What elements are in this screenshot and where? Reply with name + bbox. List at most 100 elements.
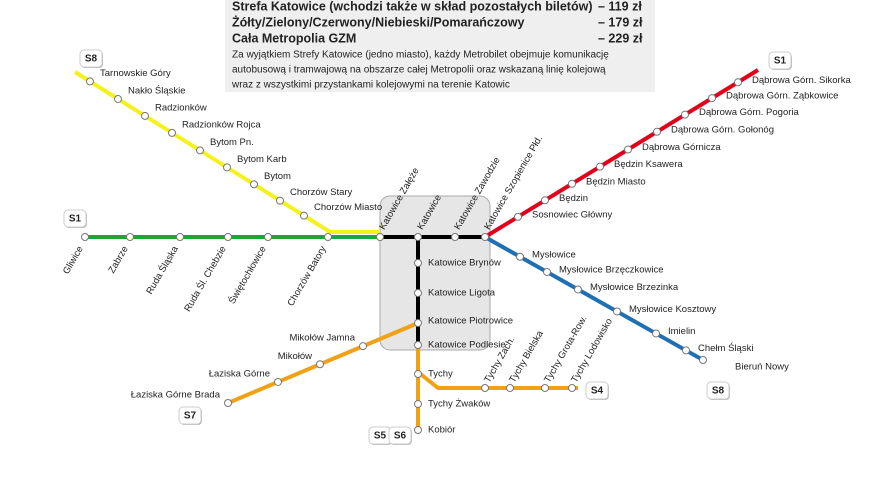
station bbox=[481, 384, 489, 392]
badge bbox=[178, 406, 202, 425]
fare-zone: Cała Metropolia GZM bbox=[232, 31, 356, 45]
station-label: Chorzów Batory bbox=[285, 244, 328, 308]
station-label: Mysłowice Brzęczkowice bbox=[559, 264, 664, 275]
station bbox=[376, 233, 384, 241]
station bbox=[734, 78, 742, 87]
route-line bbox=[73, 70, 380, 234]
station-label: Dąbrowa Górnicza bbox=[642, 142, 721, 153]
station bbox=[543, 267, 551, 276]
station-label: Imielin bbox=[668, 326, 695, 337]
fare-price: – 119 zł bbox=[598, 0, 642, 13]
badge bbox=[706, 381, 730, 400]
fare-price: – 179 zł bbox=[598, 15, 643, 29]
station-label: Będzin bbox=[559, 193, 588, 204]
station-label: Katowice Ligota bbox=[428, 288, 496, 299]
station-label: Mysłowice Brzezinka bbox=[590, 282, 679, 293]
station bbox=[414, 233, 422, 241]
station bbox=[481, 233, 489, 241]
station bbox=[652, 329, 660, 338]
station-label: Będzin Ksawera bbox=[614, 159, 683, 170]
station bbox=[506, 384, 514, 392]
station bbox=[596, 162, 604, 171]
station-label: Dąbrowa Górn. Gołonóg bbox=[671, 124, 774, 135]
station-label: Dąbrowa Górn. Sikorka bbox=[752, 75, 851, 86]
station-label: Kobiór bbox=[428, 425, 455, 436]
badge-label: S7 bbox=[184, 411, 197, 422]
station bbox=[568, 179, 576, 188]
station-label: Mikołów bbox=[278, 351, 312, 362]
badge bbox=[768, 51, 792, 70]
station-label: Mysłowice Kosztowy bbox=[629, 304, 716, 315]
badge-label: S1 bbox=[774, 56, 787, 67]
badge-label: S1 bbox=[69, 214, 82, 225]
badge-label: S6 bbox=[394, 431, 407, 442]
station bbox=[682, 346, 690, 355]
station bbox=[300, 211, 308, 220]
station-label: Katowice Brynów bbox=[428, 258, 501, 269]
badges: S1 S8 S1 S8 S7 S4 S5 S6 bbox=[63, 49, 792, 445]
station bbox=[414, 289, 422, 297]
station bbox=[264, 233, 272, 241]
station-label: Chorzów Miasto bbox=[314, 202, 382, 213]
station bbox=[653, 127, 661, 136]
station-label: Bytom Pn. bbox=[210, 137, 254, 148]
station bbox=[274, 377, 282, 386]
station-label: Radzionków bbox=[155, 102, 207, 113]
station bbox=[681, 110, 689, 119]
station-label: Chorzów Stary bbox=[290, 187, 353, 198]
station-label: Tychy Bielska bbox=[507, 328, 546, 384]
station bbox=[168, 128, 176, 137]
badge bbox=[585, 381, 609, 400]
fare-zone: Żółty/Zielony/Czerwony/Niebieski/Pomarań… bbox=[232, 14, 524, 29]
station bbox=[613, 307, 621, 316]
station-label: Nakło Śląskie bbox=[128, 84, 186, 96]
badge-label: S8 bbox=[85, 54, 98, 65]
note-line: wraz z wszystkimi przystankami kolejowym… bbox=[231, 80, 510, 91]
station bbox=[224, 233, 232, 241]
station bbox=[541, 196, 549, 205]
station bbox=[514, 212, 522, 221]
station bbox=[86, 77, 94, 86]
station-label: Łaziska Górne bbox=[209, 368, 270, 379]
station bbox=[223, 163, 231, 172]
station bbox=[250, 180, 258, 189]
station-label: Ruda Śl. Chebzie bbox=[181, 244, 228, 314]
station bbox=[196, 146, 204, 155]
station-label: Zabrze bbox=[106, 244, 130, 275]
station-label: Tychy bbox=[428, 369, 453, 380]
station bbox=[414, 259, 422, 267]
station-label: Bytom bbox=[264, 171, 291, 182]
station bbox=[414, 426, 422, 434]
station-label: Łaziska Górne Brada bbox=[131, 390, 221, 401]
station bbox=[541, 384, 549, 392]
station-label: Bytom Karb bbox=[237, 154, 287, 165]
station bbox=[359, 342, 367, 351]
station-label: Chełm Śląski bbox=[698, 342, 753, 354]
station bbox=[316, 360, 324, 369]
station bbox=[574, 285, 582, 294]
badge-label: S4 bbox=[591, 386, 604, 397]
station bbox=[699, 356, 707, 364]
badge bbox=[63, 209, 87, 228]
station bbox=[451, 233, 459, 241]
station bbox=[516, 252, 524, 261]
station bbox=[126, 233, 134, 241]
station-label: Bieruń Nowy bbox=[735, 362, 789, 373]
info-box bbox=[225, 0, 655, 92]
badge-label: S5 bbox=[374, 431, 387, 442]
station bbox=[324, 233, 332, 241]
station bbox=[624, 145, 632, 154]
station bbox=[114, 94, 122, 103]
station-label: Radzionków Rojca bbox=[182, 119, 261, 130]
station-label: Mysłowice bbox=[532, 249, 576, 260]
station-label: Sosnowiec Główny bbox=[532, 209, 613, 220]
station bbox=[414, 400, 422, 408]
station bbox=[81, 233, 89, 241]
station-label: Dąbrowa Górn. Pogoria bbox=[699, 107, 800, 118]
station-label: Tychy Żwaków bbox=[428, 399, 490, 410]
station-label: Katowice Piotrowice bbox=[428, 316, 513, 327]
station-label: Świętochłowice bbox=[226, 244, 269, 306]
station bbox=[414, 370, 422, 378]
note-line: autobusową i tramwajową na obszarze całe… bbox=[232, 65, 606, 76]
